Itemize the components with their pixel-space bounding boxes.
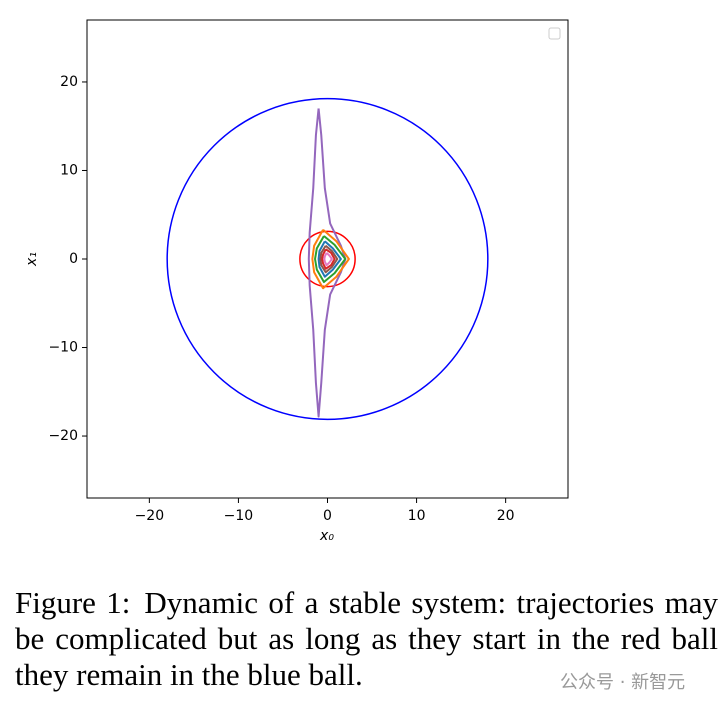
y-tick-label: 0 <box>69 251 78 267</box>
x-tick-label: −20 <box>135 508 165 524</box>
ball <box>299 230 356 288</box>
watermark: 公众号 · 新智元 <box>560 672 686 693</box>
trajectory <box>311 229 350 290</box>
legend-box <box>548 27 561 40</box>
plot-frame <box>86 19 569 499</box>
ball <box>166 97 489 421</box>
trajectory <box>323 252 333 267</box>
x-axis-label: x₀ <box>319 528 334 544</box>
y-tick-label: 10 <box>60 162 78 178</box>
caption: Figure 1: Dynamic of a stable system: tra… <box>15 585 718 693</box>
trajectory <box>319 244 339 274</box>
trajectory <box>321 248 336 270</box>
trajectory <box>307 108 347 418</box>
x-tick-label: 20 <box>497 508 515 524</box>
caption-label: Figure 1: <box>15 585 131 620</box>
y-axis-label: x₁ <box>24 252 40 267</box>
y-tick-label: −10 <box>48 340 78 356</box>
x-tick-label: 10 <box>408 508 426 524</box>
y-tick-label: −20 <box>48 428 78 444</box>
x-tick-label: −10 <box>224 508 254 524</box>
trajectory <box>314 235 347 284</box>
chart: x₀ x₁ −20 −10 0 10 20 −20 −10 0 10 20 <box>24 19 569 544</box>
y-tick-label: 20 <box>60 74 78 90</box>
caption-text: Dynamic of a stable system: trajectories… <box>15 585 718 692</box>
x-tick-label: 0 <box>323 508 332 524</box>
trajectory <box>317 240 342 278</box>
